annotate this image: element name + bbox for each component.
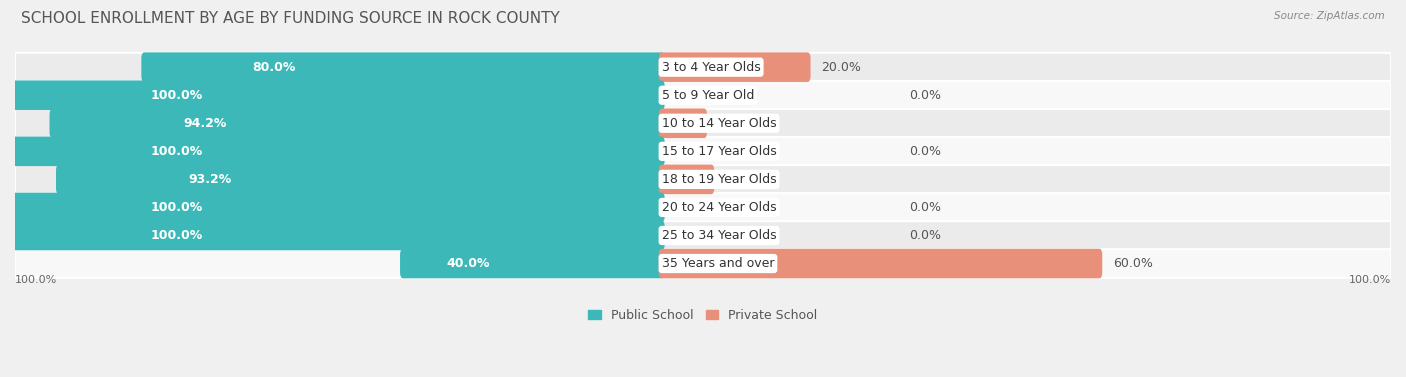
FancyBboxPatch shape <box>15 137 1391 166</box>
Legend: Public School, Private School: Public School, Private School <box>583 304 823 327</box>
Text: 5.8%: 5.8% <box>718 117 749 130</box>
Text: 20.0%: 20.0% <box>821 61 862 74</box>
Text: 0.0%: 0.0% <box>910 89 942 102</box>
FancyBboxPatch shape <box>15 81 1391 110</box>
Text: 94.2%: 94.2% <box>183 117 226 130</box>
Text: 100.0%: 100.0% <box>15 275 58 285</box>
Text: 10 to 14 Year Olds: 10 to 14 Year Olds <box>662 117 776 130</box>
Text: 3 to 4 Year Olds: 3 to 4 Year Olds <box>662 61 761 74</box>
Text: 60.0%: 60.0% <box>1114 257 1153 270</box>
FancyBboxPatch shape <box>15 193 1391 222</box>
FancyBboxPatch shape <box>659 165 714 194</box>
Text: Source: ZipAtlas.com: Source: ZipAtlas.com <box>1274 11 1385 21</box>
Text: 15 to 17 Year Olds: 15 to 17 Year Olds <box>662 145 776 158</box>
FancyBboxPatch shape <box>659 249 1102 278</box>
FancyBboxPatch shape <box>13 80 665 110</box>
Text: 100.0%: 100.0% <box>1348 275 1391 285</box>
Text: 93.2%: 93.2% <box>188 173 232 186</box>
FancyBboxPatch shape <box>13 193 665 222</box>
FancyBboxPatch shape <box>13 221 665 250</box>
FancyBboxPatch shape <box>15 53 1391 81</box>
Text: 80.0%: 80.0% <box>252 61 295 74</box>
Text: 35 Years and over: 35 Years and over <box>662 257 775 270</box>
FancyBboxPatch shape <box>56 165 665 194</box>
Text: 100.0%: 100.0% <box>150 229 202 242</box>
Text: 6.8%: 6.8% <box>725 173 756 186</box>
Text: 5 to 9 Year Old: 5 to 9 Year Old <box>662 89 754 102</box>
Text: 25 to 34 Year Olds: 25 to 34 Year Olds <box>662 229 776 242</box>
Text: 0.0%: 0.0% <box>910 229 942 242</box>
Text: SCHOOL ENROLLMENT BY AGE BY FUNDING SOURCE IN ROCK COUNTY: SCHOOL ENROLLMENT BY AGE BY FUNDING SOUR… <box>21 11 560 26</box>
FancyBboxPatch shape <box>13 136 665 166</box>
Text: 0.0%: 0.0% <box>910 201 942 214</box>
FancyBboxPatch shape <box>142 52 665 82</box>
FancyBboxPatch shape <box>15 249 1391 278</box>
FancyBboxPatch shape <box>49 109 665 138</box>
Text: 40.0%: 40.0% <box>446 257 489 270</box>
Text: 18 to 19 Year Olds: 18 to 19 Year Olds <box>662 173 776 186</box>
Text: 100.0%: 100.0% <box>150 145 202 158</box>
FancyBboxPatch shape <box>401 249 665 278</box>
FancyBboxPatch shape <box>15 221 1391 250</box>
Text: 100.0%: 100.0% <box>150 201 202 214</box>
FancyBboxPatch shape <box>15 165 1391 194</box>
Text: 20 to 24 Year Olds: 20 to 24 Year Olds <box>662 201 776 214</box>
Text: 100.0%: 100.0% <box>150 89 202 102</box>
FancyBboxPatch shape <box>659 52 811 82</box>
FancyBboxPatch shape <box>659 109 707 138</box>
FancyBboxPatch shape <box>15 109 1391 138</box>
Text: 0.0%: 0.0% <box>910 145 942 158</box>
